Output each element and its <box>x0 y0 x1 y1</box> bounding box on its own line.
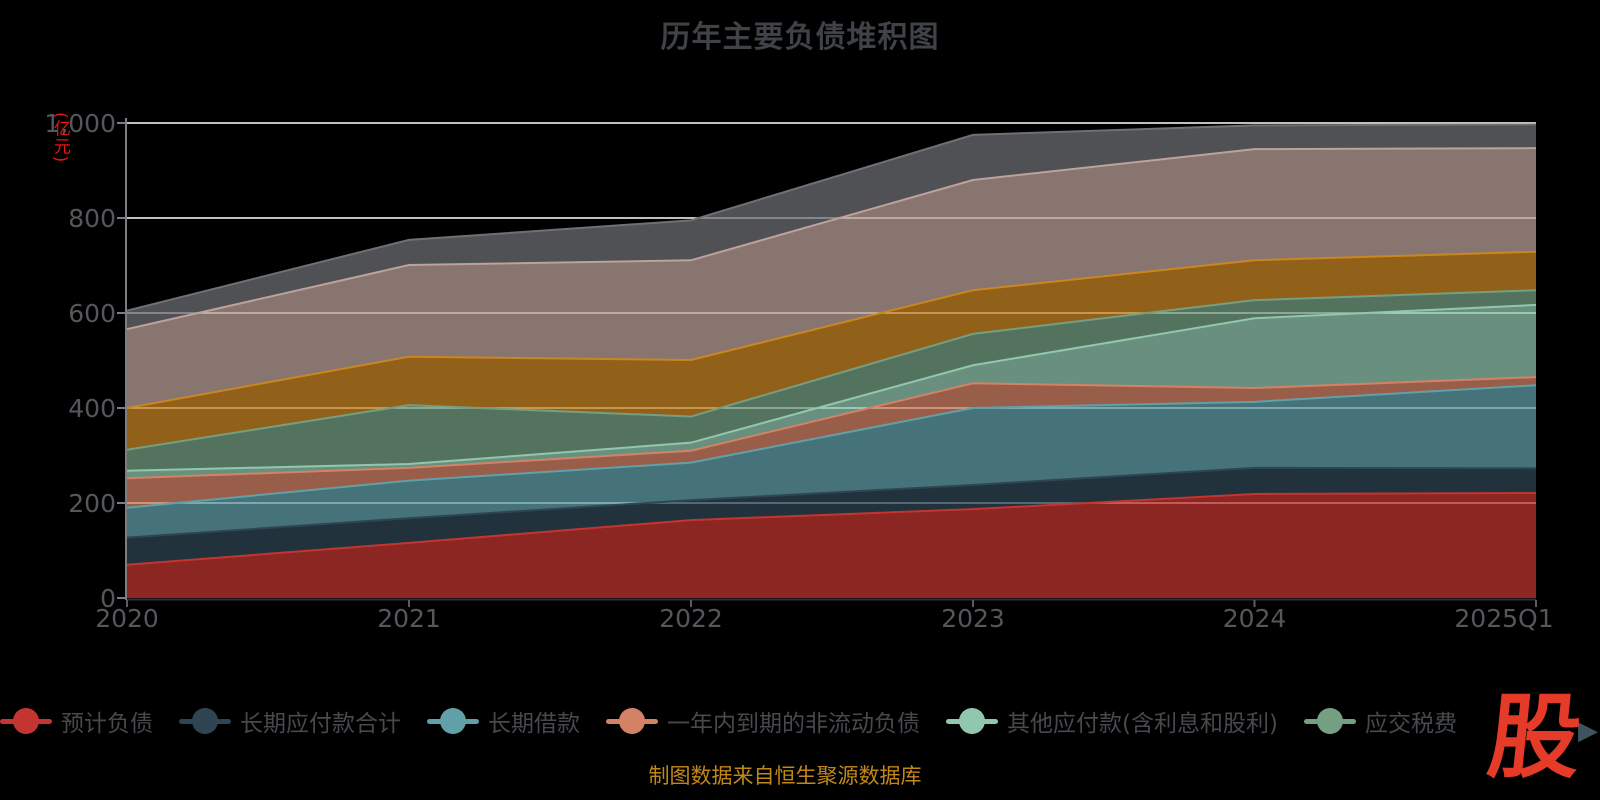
line-series-其他应付款(含利息和股利) <box>126 303 1537 472</box>
line-series-长期借款 <box>126 384 1537 509</box>
legend-label: 其他应付款(含利息和股利) <box>1007 711 1278 737</box>
line-series-长期应付款合计 <box>126 466 1537 539</box>
y-axis-unit-label: (亿元) <box>50 112 70 164</box>
y-tick-label-600: 600 <box>68 299 116 328</box>
y-tick-label-0: 0 <box>100 584 116 613</box>
legend-line-dot-icon <box>179 706 231 736</box>
stacked-areas <box>126 123 1537 598</box>
legend-scroll-next-icon[interactable]: ▶ <box>1578 716 1598 746</box>
legend-item-一年内到期的非流动负债[interactable]: 一年内到期的非流动负债 <box>606 704 920 738</box>
area-series-一年内到期的非流动负债[interactable] <box>127 377 1536 508</box>
legend-item-预计负债[interactable]: 预计负债 <box>0 704 153 738</box>
area-series-长期借款[interactable] <box>127 385 1536 538</box>
axes <box>117 118 1537 607</box>
legend: 预计负债 长期应付款合计 长期借款 一年内到期的非流动负债 其他应付款(含利息和股利) 应… <box>0 704 1480 738</box>
area-series-其他应付款(含利息和股利)[interactable] <box>127 304 1536 479</box>
legend-line-dot-icon <box>1303 706 1356 736</box>
area-series-预计负债[interactable] <box>127 493 1536 598</box>
legend-label: 长期应付款合计 <box>240 711 401 737</box>
area-series-series7[interactable] <box>127 148 1536 409</box>
y-tick-label-400: 400 <box>68 394 116 423</box>
y-tick-label-200: 200 <box>68 489 116 518</box>
x-tick-label-2021: 2021 <box>377 604 441 633</box>
line-series-一年内到期的非流动负债 <box>126 376 1537 480</box>
area-series-长期应付款合计[interactable] <box>127 467 1536 565</box>
legend-label: 长期借款 <box>488 711 580 737</box>
x-tick-label-2025Q1: 2025Q1 <box>1454 604 1554 633</box>
line-series-series7 <box>126 147 1537 331</box>
area-series-应交税费[interactable] <box>127 290 1536 471</box>
legend-item-长期应付款合计[interactable]: 长期应付款合计 <box>179 704 401 738</box>
line-series-series6 <box>126 250 1537 409</box>
data-source-note: 制图数据来自恒生聚源数据库 <box>648 764 922 788</box>
legend-line-dot-icon <box>0 706 52 736</box>
area-series-series8[interactable] <box>127 124 1536 330</box>
legend-line-dot-icon <box>427 706 479 736</box>
y-tick-label-1000: 1,000 <box>44 109 116 138</box>
legend-label: 应交税费 <box>1364 711 1457 737</box>
line-series-预计负债 <box>126 492 1537 566</box>
area-series-series6[interactable] <box>127 251 1536 450</box>
line-series-series8 <box>126 123 1537 312</box>
legend-label: 预计负债 <box>61 711 153 737</box>
legend-item-长期借款[interactable]: 长期借款 <box>427 704 580 738</box>
x-tick-label-2020: 2020 <box>95 604 159 633</box>
legend-item-其他应付款(含利息和股利)[interactable]: 其他应付款(含利息和股利) <box>946 704 1278 738</box>
legend-item-应交税费[interactable]: 应交税费 <box>1303 704 1457 738</box>
line-series-应交税费 <box>126 289 1537 451</box>
x-tick-label-2024: 2024 <box>1222 604 1287 633</box>
x-tick-label-2023: 2023 <box>941 604 1005 633</box>
legend-label: 一年内到期的非流动负债 <box>667 711 920 737</box>
legend-line-dot-icon <box>946 706 998 736</box>
legend-line-dot-icon <box>606 706 658 736</box>
x-tick-label-2022: 2022 <box>659 604 723 633</box>
chart-title: 历年主要负债堆积图 <box>660 20 940 55</box>
y-tick-label-800: 800 <box>68 204 116 233</box>
